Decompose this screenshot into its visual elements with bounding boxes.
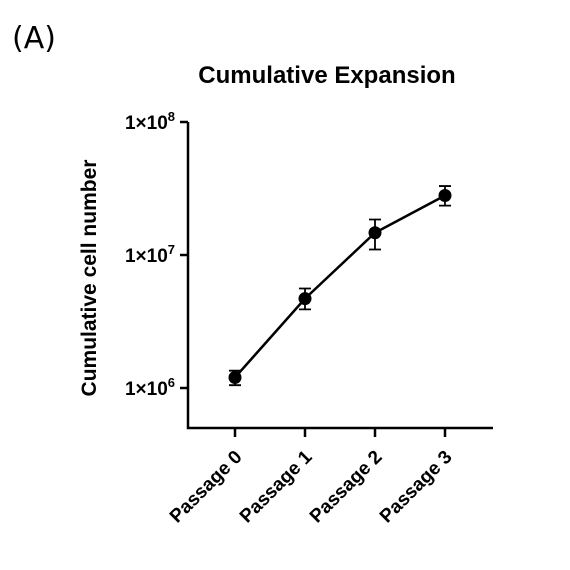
- panel-label: (A): [12, 21, 56, 56]
- data-point: [298, 292, 312, 306]
- y-tick-label: 1×106: [125, 375, 175, 400]
- data-point: [368, 226, 382, 240]
- data-point: [438, 189, 452, 203]
- x-tick-label: Passage 1: [236, 446, 317, 527]
- data-point: [228, 370, 242, 384]
- chart-title: Cumulative Expansion: [198, 62, 455, 89]
- axes: [186, 122, 493, 430]
- axis-lines: [186, 122, 493, 430]
- y-tick-label: 1×107: [125, 242, 175, 267]
- series-line: [234, 194, 446, 379]
- series: [228, 185, 452, 387]
- x-tick-label: Passage 3: [376, 447, 457, 528]
- x-tick-label: Passage 0: [166, 447, 247, 528]
- x-tick-label: Passage 2: [306, 447, 387, 528]
- y-axis-title: Cumulative cell number: [78, 160, 101, 397]
- y-tick-label: 1×108: [125, 109, 175, 134]
- y-axis-ticks: 1×106 1×107 1×108: [125, 109, 188, 400]
